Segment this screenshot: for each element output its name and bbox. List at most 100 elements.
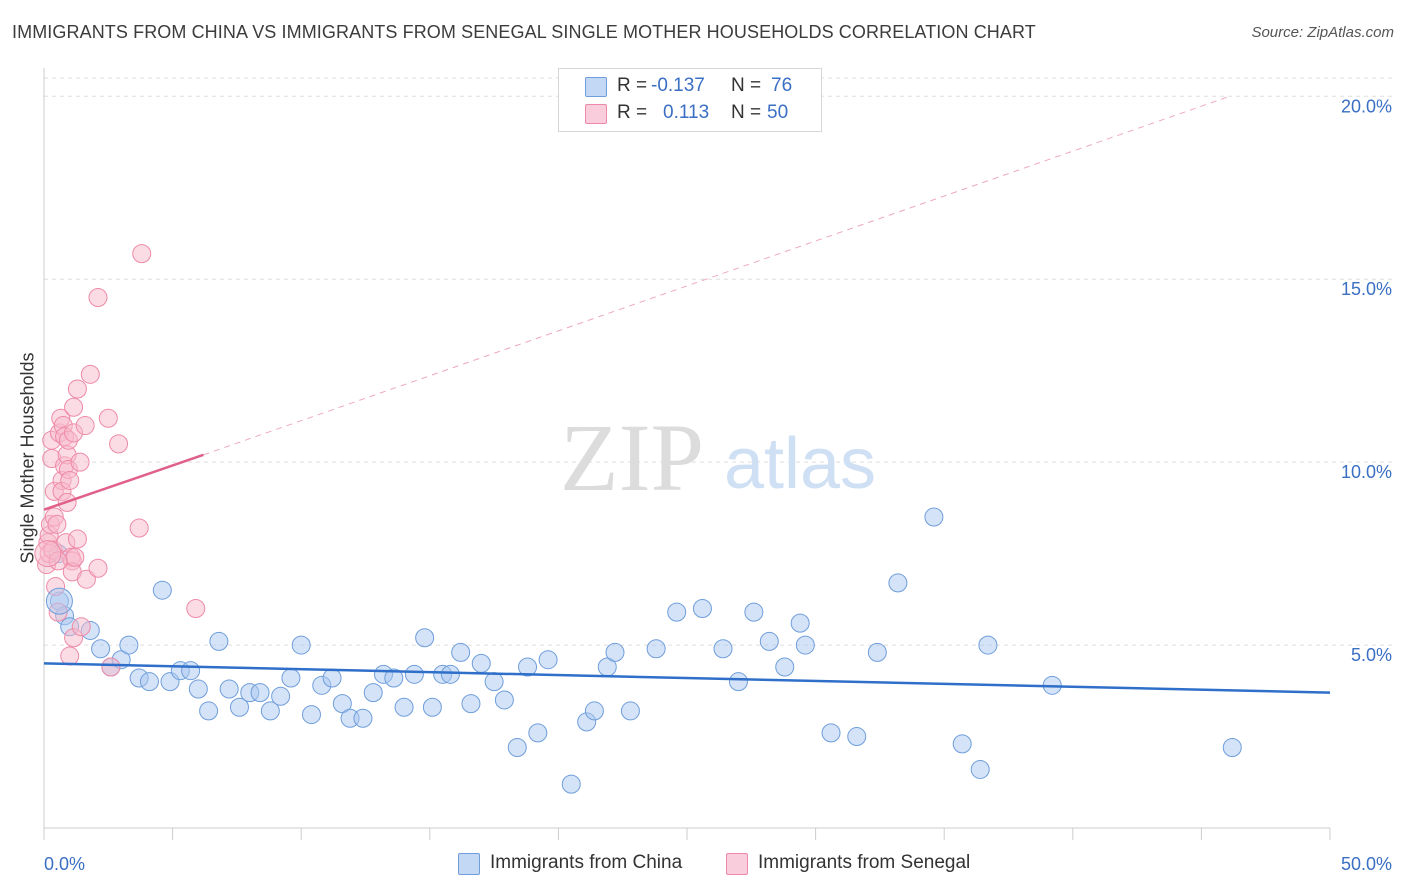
- china-point: [219, 679, 239, 699]
- legend-n-label: N =: [731, 102, 762, 123]
- china-point: [260, 701, 280, 721]
- grid-lines: [44, 77, 1392, 646]
- china-point: [139, 672, 159, 692]
- trend-line-extension: [203, 95, 1230, 456]
- china-point: [667, 602, 687, 622]
- china-point: [620, 701, 640, 721]
- y-tick-label: 10.0%: [1341, 462, 1392, 482]
- china-point: [847, 727, 867, 747]
- china-point: [507, 738, 527, 758]
- senegal-trend-line: [43, 453, 204, 511]
- senegal-point: [88, 558, 108, 578]
- chart-title: IMMIGRANTS FROM CHINA VS IMMIGRANTS FROM…: [12, 22, 1036, 42]
- legend-n-label: N =: [731, 75, 762, 96]
- china-point: [301, 705, 321, 725]
- watermark-zip: ZIP: [560, 404, 704, 511]
- china-point: [584, 701, 604, 721]
- china-point: [181, 661, 201, 681]
- china-point: [440, 664, 460, 684]
- china-point-large: [45, 587, 73, 615]
- china-point: [744, 602, 764, 622]
- senegal-point: [101, 657, 121, 677]
- y-tick-label: 5.0%: [1351, 645, 1392, 665]
- axes: [43, 68, 1331, 840]
- senegal-point: [60, 470, 80, 490]
- china-point: [518, 657, 538, 677]
- senegal-point: [60, 646, 80, 666]
- china-point: [91, 639, 111, 659]
- data-points: [34, 244, 1242, 794]
- watermark-atlas: atlas: [724, 424, 876, 504]
- china-legend-swatch: [458, 853, 480, 875]
- legend-r-label: R =: [617, 102, 648, 123]
- china-point: [415, 628, 435, 648]
- tick-labels: 5.0% 10.0% 15.0% 20.0% 0.0% 50.0%: [44, 96, 1392, 874]
- china-point: [250, 683, 270, 703]
- china-point: [353, 708, 373, 728]
- china-point: [494, 690, 514, 710]
- senegal-point: [88, 288, 108, 308]
- china-point: [538, 650, 558, 670]
- senegal-point: [98, 408, 118, 428]
- china-point: [281, 668, 301, 688]
- senegal-point: [71, 617, 91, 637]
- senegal-point: [47, 514, 67, 534]
- china-point: [291, 635, 311, 655]
- china-point: [209, 631, 229, 651]
- china-point: [795, 635, 815, 655]
- china-point: [188, 679, 208, 699]
- china-point: [924, 507, 944, 527]
- senegal-point: [129, 518, 149, 538]
- china-point: [394, 697, 414, 717]
- china-point: [790, 613, 810, 633]
- y-axis-label: Single Mother Households: [17, 352, 38, 564]
- legend-r-value-china: -0.137: [651, 75, 705, 96]
- china-point: [363, 683, 383, 703]
- china-swatch: [585, 77, 607, 97]
- senegal-point: [75, 416, 95, 436]
- china-point: [229, 697, 249, 717]
- senegal-point: [70, 452, 90, 472]
- china-point: [119, 635, 139, 655]
- china-point: [528, 723, 548, 743]
- china-point: [461, 694, 481, 714]
- china-point: [332, 694, 352, 714]
- senegal-point: [76, 569, 96, 589]
- china-point: [692, 598, 712, 618]
- senegal-point: [67, 529, 87, 549]
- china-point: [322, 668, 342, 688]
- legend-r-label: R =: [617, 75, 648, 96]
- source-label: Source: ZipAtlas.com: [1251, 24, 1394, 41]
- china-point: [888, 573, 908, 593]
- senegal-point: [109, 434, 129, 454]
- china-point: [199, 701, 219, 721]
- senegal-point: [67, 379, 87, 399]
- china-point: [451, 642, 471, 662]
- china-point: [422, 697, 442, 717]
- china-point: [713, 639, 733, 659]
- senegal-point: [132, 244, 152, 264]
- china-legend-label: Immigrants from China: [490, 852, 683, 873]
- watermark: ZIP atlas: [560, 404, 876, 511]
- china-point: [952, 734, 972, 754]
- trend-lines: [43, 95, 1331, 694]
- china-point: [271, 686, 291, 706]
- senegal-point: [186, 598, 206, 618]
- x-tick-label-min: 0.0%: [44, 854, 85, 874]
- senegal-point-large: [34, 540, 62, 568]
- senegal-legend-swatch: [726, 853, 748, 875]
- china-point: [646, 639, 666, 659]
- china-point: [561, 774, 581, 794]
- china-point: [821, 723, 841, 743]
- senegal-point: [65, 547, 85, 567]
- senegal-point: [64, 397, 84, 417]
- legend-n-value-china: 76: [771, 75, 793, 96]
- china-point: [867, 642, 887, 662]
- china-point: [384, 668, 404, 688]
- china-point: [484, 672, 504, 692]
- legend-r-value-senegal: 0.113: [663, 102, 710, 123]
- x-tick-label-max: 50.0%: [1341, 854, 1392, 874]
- china-point: [759, 631, 779, 651]
- china-point: [471, 653, 491, 673]
